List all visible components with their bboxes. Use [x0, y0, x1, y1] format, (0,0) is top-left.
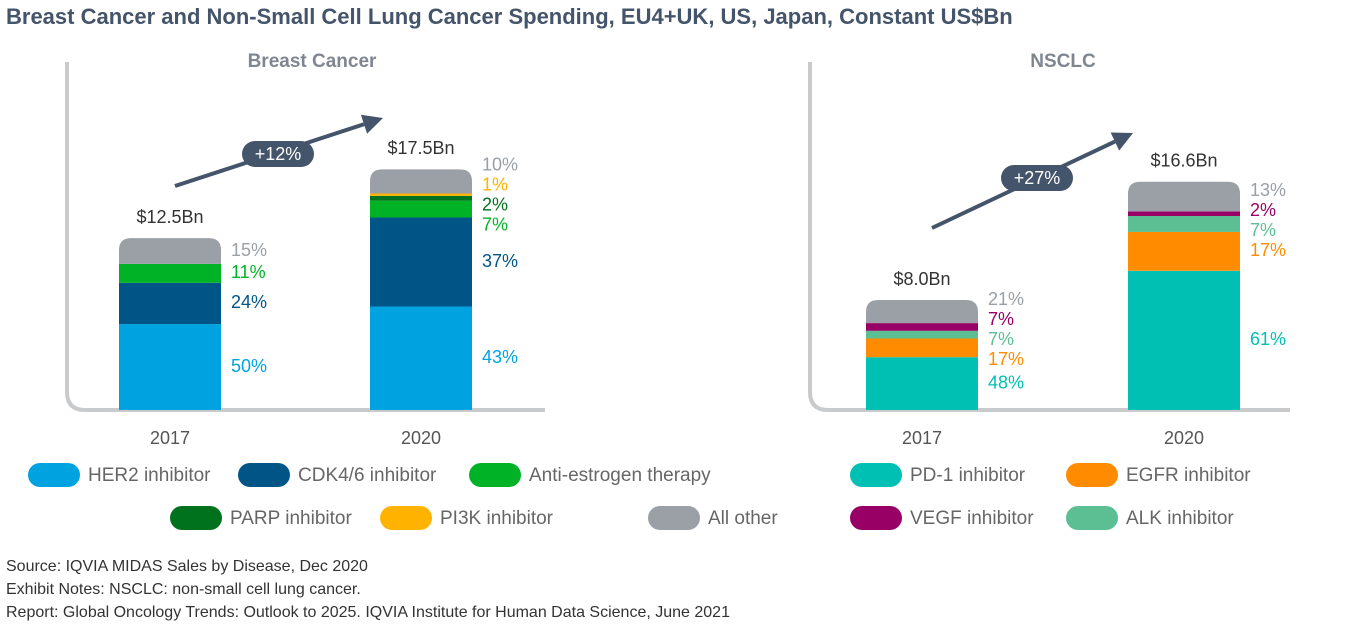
axis-frame [65, 62, 545, 412]
legend-label: VEGF inhibitor [910, 508, 1034, 529]
bar-segment [1128, 231, 1240, 271]
data-label: 43% [482, 347, 518, 367]
data-label: 2% [482, 195, 508, 215]
bar-segment [1128, 211, 1240, 216]
bar-segment [119, 324, 221, 410]
bar-segment [119, 263, 221, 283]
total-label: $12.5Bn [136, 207, 203, 227]
data-label: 7% [988, 329, 1014, 349]
legend-swatch [380, 506, 432, 530]
bar-segment [370, 200, 472, 218]
bar-segment [1128, 181, 1240, 212]
x-tick-label: 2020 [401, 428, 441, 448]
x-tick-label: 2020 [1164, 428, 1204, 448]
legend-label: PD-1 inhibitor [910, 465, 1026, 486]
bar-segment [119, 238, 221, 264]
data-label: 13% [1250, 180, 1286, 200]
legend-label: PI3K inhibitor [440, 508, 554, 529]
bar-segment [370, 195, 472, 201]
bar-segment [1128, 270, 1240, 410]
data-label: 2% [1250, 200, 1276, 220]
data-label: 7% [988, 309, 1014, 329]
total-label: $17.5Bn [387, 138, 454, 158]
legend-swatch [170, 506, 222, 530]
bar-segment [866, 330, 978, 339]
legend-swatch [28, 463, 80, 487]
total-label: $8.0Bn [893, 269, 950, 289]
axis-frame [808, 62, 1290, 412]
bar-segment [370, 193, 472, 196]
bar-segment [370, 169, 472, 194]
growth-arrowhead [1110, 132, 1133, 151]
chart-title: Breast Cancer and Non-Small Cell Lung Ca… [6, 4, 1013, 29]
total-label: $16.6Bn [1150, 151, 1217, 171]
data-label: 11% [231, 262, 266, 282]
x-tick-label: 2017 [902, 428, 942, 448]
subchart-title: NSCLC [1030, 51, 1096, 72]
annotation: +12% [255, 144, 302, 164]
bar-segment [866, 300, 978, 324]
legend-label: EGFR inhibitor [1126, 465, 1251, 486]
source-note: Source: IQVIA MIDAS Sales by Disease, De… [6, 558, 368, 575]
bar-segment [370, 306, 472, 410]
legend-swatch [469, 463, 521, 487]
annotation: +27% [1014, 168, 1061, 188]
data-label: 7% [1250, 220, 1276, 240]
legend-label: PARP inhibitor [230, 508, 352, 529]
legend-label: CDK4/6 inhibitor [298, 465, 437, 486]
data-label: 61% [1250, 329, 1286, 349]
data-label: 10% [482, 155, 518, 175]
legend-swatch [238, 463, 290, 487]
annotation-pill [1001, 165, 1073, 191]
growth-arrowhead [360, 114, 383, 134]
bar-segment [866, 338, 978, 358]
legend-swatch [1066, 506, 1118, 530]
legend-swatch [1066, 463, 1118, 487]
data-label: 17% [988, 349, 1024, 369]
legend-swatch [850, 506, 902, 530]
data-label: 21% [988, 289, 1024, 309]
bar-segment [866, 357, 978, 410]
bar-segment [1128, 215, 1240, 232]
legend-swatch [850, 463, 902, 487]
report-note: Report: Global Oncology Trends: Outlook … [6, 604, 730, 621]
legend-label: All other [708, 508, 778, 529]
legend-label: HER2 inhibitor [88, 465, 211, 486]
x-tick-label: 2017 [150, 428, 190, 448]
annotation-pill [242, 141, 314, 167]
exhibit-note: Exhibit Notes: NSCLC: non-small cell lun… [6, 581, 361, 598]
data-label: 7% [482, 215, 508, 235]
data-label: 37% [482, 251, 518, 271]
data-label: 48% [988, 372, 1024, 392]
legend-label: ALK inhibitor [1126, 508, 1234, 529]
data-label: 24% [231, 292, 267, 312]
bar-segment [866, 323, 978, 331]
legend-label: Anti-estrogen therapy [529, 465, 711, 486]
data-label: 1% [482, 175, 508, 195]
data-label: 15% [231, 240, 267, 260]
legend-swatch [648, 506, 700, 530]
subchart-title: Breast Cancer [248, 51, 377, 72]
data-label: 50% [231, 356, 267, 376]
bar-segment [119, 282, 221, 325]
bar-segment [370, 217, 472, 307]
data-label: 17% [1250, 240, 1286, 260]
